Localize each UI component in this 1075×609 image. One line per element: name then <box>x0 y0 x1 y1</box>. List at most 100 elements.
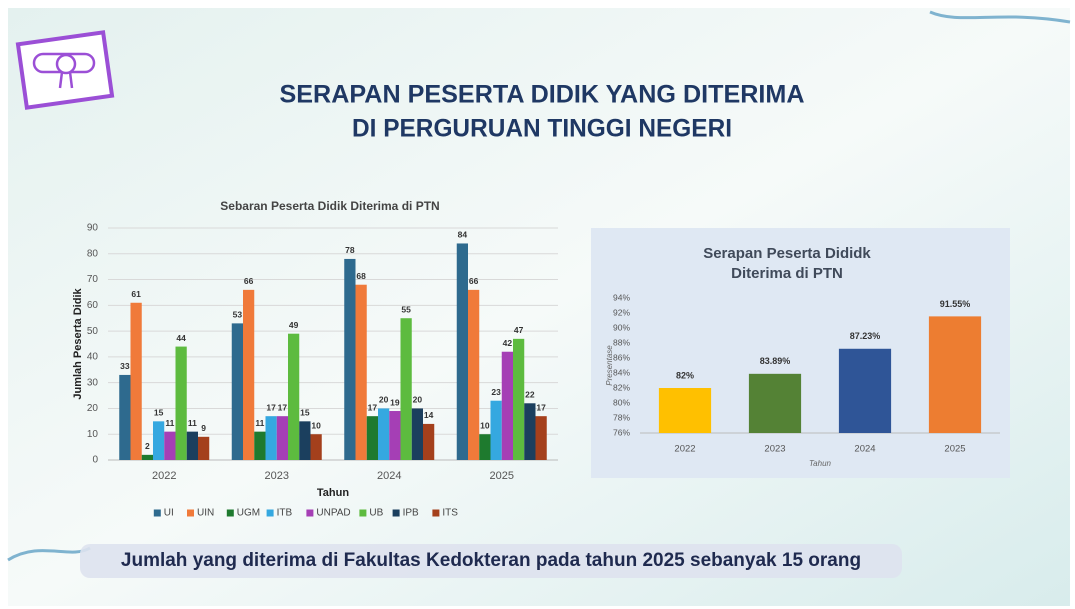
bar <box>288 334 299 460</box>
y-axis-label: Jumlah Peserta Didik <box>72 287 84 399</box>
bar <box>266 416 277 460</box>
data-label: 17 <box>278 402 288 412</box>
footer-note: Jumlah yang diterima di Fakultas Kedokte… <box>80 544 902 578</box>
y-tick-label: 88% <box>613 337 630 347</box>
y-tick-label: 84% <box>613 367 630 377</box>
bar <box>277 416 288 460</box>
data-label: 20 <box>379 395 389 405</box>
x-tick-label: 2022 <box>674 444 695 455</box>
data-label: 9 <box>201 423 206 433</box>
legend-label: UI <box>164 508 174 519</box>
slide-title: DI PERGURUAN TINGGI NEGERI <box>352 115 732 143</box>
bar <box>491 401 502 460</box>
bar <box>164 432 175 460</box>
y-tick-label: 40 <box>87 352 99 363</box>
x-tick-label: 2022 <box>152 470 176 482</box>
legend-label: UGM <box>237 508 260 519</box>
legend-swatch <box>227 510 234 517</box>
data-label: 66 <box>469 276 479 286</box>
data-label: 83.89% <box>760 356 791 366</box>
data-label: 87.23% <box>850 331 881 341</box>
bar <box>423 424 434 460</box>
data-label: 84 <box>458 230 468 240</box>
data-label: 20 <box>413 395 423 405</box>
bar <box>479 434 490 460</box>
y-tick-label: 94% <box>613 292 630 302</box>
bar <box>176 347 187 460</box>
legend-swatch <box>306 510 313 517</box>
legend-label: UNPAD <box>316 508 350 519</box>
x-axis-label: Tahun <box>809 459 832 468</box>
bar <box>131 303 142 460</box>
legend-swatch <box>154 510 161 517</box>
data-label: 11 <box>165 418 174 428</box>
bar <box>659 388 711 433</box>
y-tick-label: 70 <box>87 274 99 285</box>
x-tick-label: 2023 <box>764 444 785 455</box>
data-label: 17 <box>266 402 276 412</box>
bar <box>142 455 153 460</box>
bar <box>153 421 164 460</box>
y-tick-label: 0 <box>92 455 98 466</box>
slide-title: SERAPAN PESERTA DIDIK YANG DITERIMA <box>280 81 805 109</box>
legend-swatch <box>432 510 439 517</box>
y-tick-label: 80% <box>613 397 630 407</box>
bar <box>232 323 243 460</box>
bar <box>243 290 254 460</box>
x-axis-label: Tahun <box>317 487 349 499</box>
data-label: 61 <box>131 289 141 299</box>
data-label: 17 <box>536 402 546 412</box>
data-label: 19 <box>390 397 400 407</box>
bar <box>502 352 513 460</box>
data-label: 17 <box>368 402 378 412</box>
data-label: 11 <box>188 418 197 428</box>
data-label: 15 <box>154 408 164 418</box>
data-label: 22 <box>525 390 535 400</box>
bar <box>513 339 524 460</box>
legend-swatch <box>267 510 274 517</box>
data-label: 78 <box>345 245 355 255</box>
bar <box>119 375 130 460</box>
data-label: 10 <box>311 420 321 430</box>
y-tick-label: 92% <box>613 307 630 317</box>
y-tick-label: 20 <box>87 403 99 414</box>
bar <box>367 416 378 460</box>
bar <box>524 403 535 460</box>
y-tick-label: 90 <box>87 223 99 234</box>
legend-swatch <box>359 510 366 517</box>
data-label: 33 <box>120 361 130 371</box>
y-tick-label: 30 <box>87 377 99 388</box>
legend-label: ITS <box>442 508 458 519</box>
legend-label: UB <box>369 508 383 519</box>
bar <box>457 243 468 460</box>
data-label: 53 <box>233 310 243 320</box>
data-label: 42 <box>503 338 513 348</box>
data-label: 66 <box>244 276 254 286</box>
y-tick-label: 60 <box>87 300 99 311</box>
bar <box>468 290 479 460</box>
y-tick-label: 76% <box>613 427 630 437</box>
x-tick-label: 2025 <box>944 444 965 455</box>
data-label: 68 <box>356 271 366 281</box>
data-label: 44 <box>176 333 186 343</box>
bar <box>378 408 389 460</box>
bar <box>299 421 310 460</box>
chart-title: Serapan Peserta Dididk Diterima di PTN <box>687 244 887 284</box>
x-tick-label: 2025 <box>490 470 514 482</box>
page: SERAPAN PESERTA DIDIK YANG DITERIMA DI P… <box>0 0 1075 609</box>
bar <box>198 437 209 460</box>
bar <box>412 408 423 460</box>
bar <box>254 432 265 460</box>
data-label: 47 <box>514 325 524 335</box>
data-label: 23 <box>491 387 501 397</box>
legend-swatch <box>393 510 400 517</box>
x-tick-label: 2024 <box>377 470 401 482</box>
bar <box>311 434 322 460</box>
legend-swatch <box>187 510 194 517</box>
x-tick-label: 2023 <box>265 470 289 482</box>
chart-title: Sebaran Peserta Didik Diterima di PTN <box>220 199 439 213</box>
slide: SERAPAN PESERTA DIDIK YANG DITERIMA DI P… <box>0 0 1075 609</box>
y-tick-label: 80 <box>87 248 99 259</box>
data-label: 91.55% <box>940 299 971 309</box>
icon <box>18 32 112 107</box>
